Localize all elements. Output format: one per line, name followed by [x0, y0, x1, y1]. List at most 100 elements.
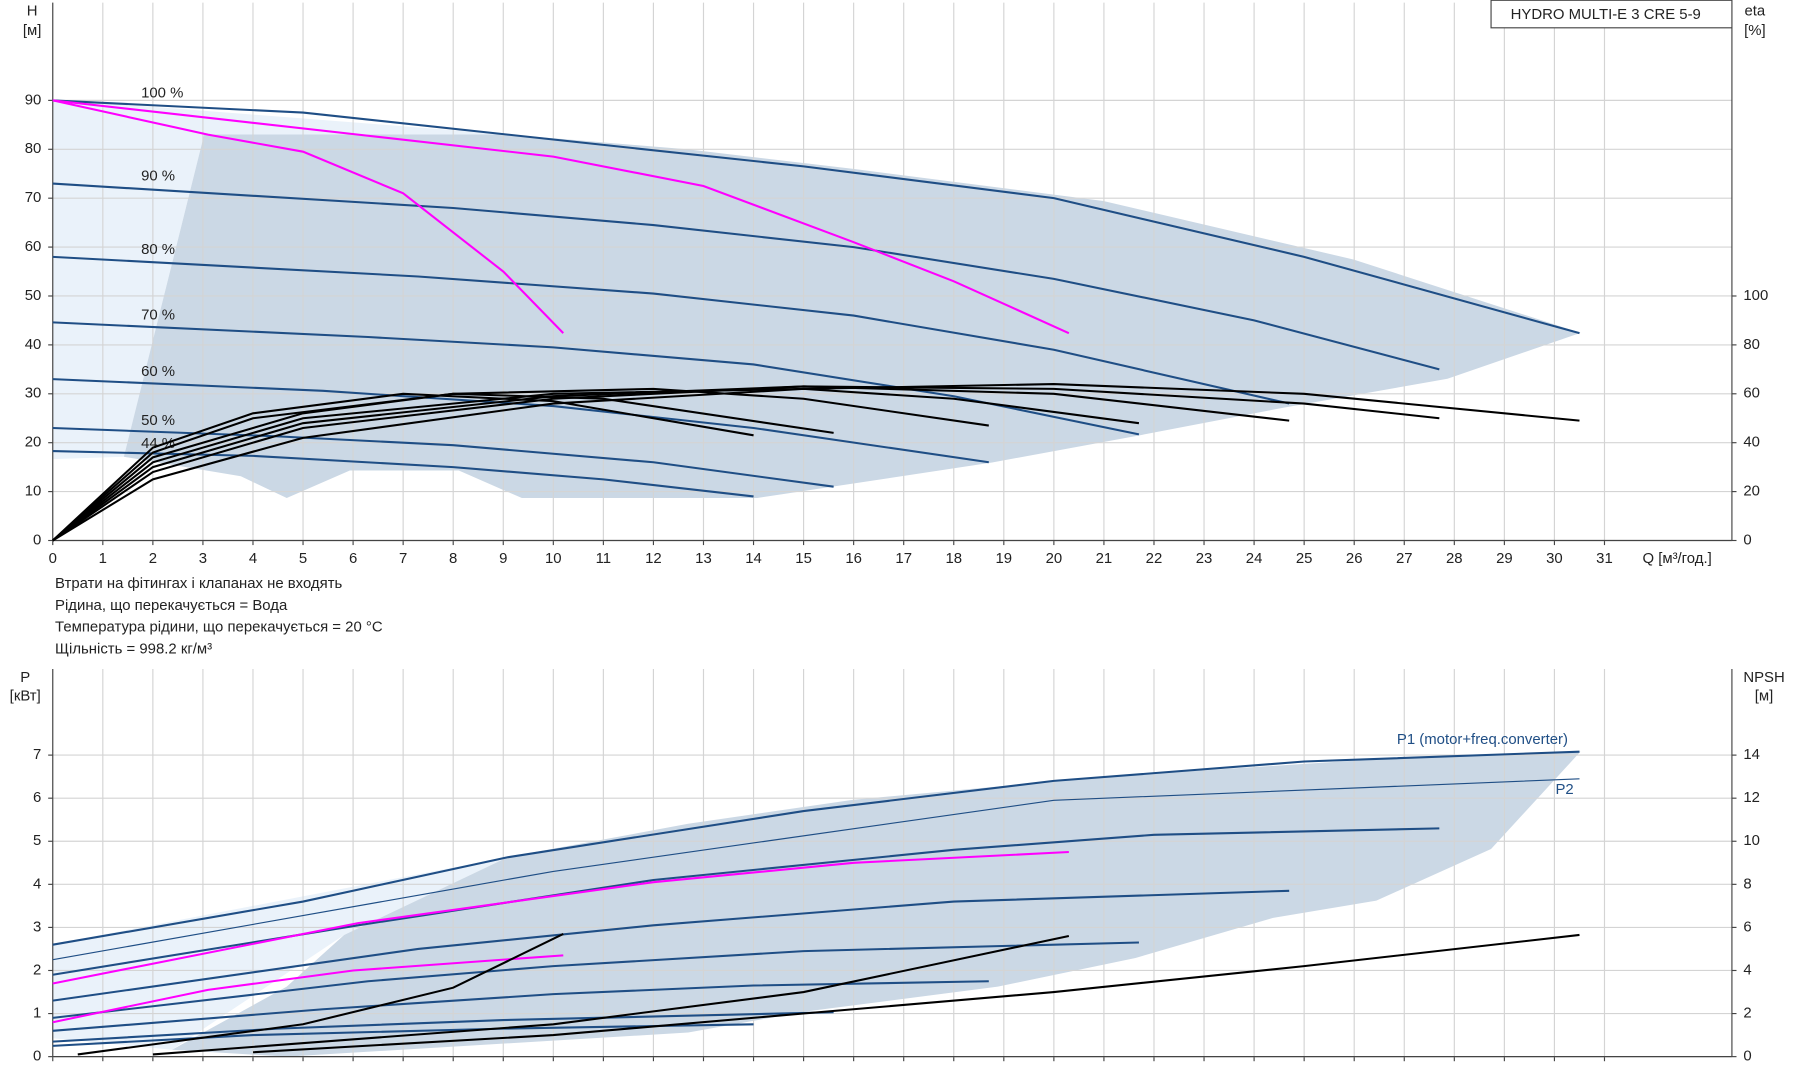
curve-label: 70 %	[141, 307, 175, 323]
y-tick-label: 80	[25, 141, 42, 157]
curve	[52, 99, 565, 334]
plot: 0 1 2 3 4 5 6 7 8 9 10 11 12 13 14 15 16 17 18 19 20 21 22 23 24…	[25, 2, 1768, 1065]
curve	[52, 954, 564, 1024]
x-tick-label: 0	[49, 551, 57, 567]
x-tick-label: 10	[545, 551, 562, 567]
y2-tick-label: 8	[1743, 876, 1751, 892]
curve-label: P1 (motor+freq.converter)	[1397, 732, 1568, 748]
y-tick-label: 90	[25, 92, 42, 108]
x-tick-label: 8	[449, 551, 457, 567]
curve	[52, 889, 1290, 1002]
x-tick-label: 19	[996, 551, 1013, 567]
curve	[52, 182, 1440, 371]
x-tick-label: 18	[945, 551, 962, 567]
curve	[152, 934, 1070, 1056]
x-tick-label: 3	[199, 551, 207, 567]
curve	[52, 941, 1139, 1019]
y2-tick-label: 12	[1743, 790, 1760, 806]
y2-tick-label: 20	[1743, 484, 1760, 500]
y-tick-label: 4	[33, 876, 41, 892]
x-tick-label: 21	[1096, 551, 1113, 567]
y-label: H	[27, 4, 38, 20]
y2-unit: [м]	[1755, 688, 1774, 704]
x-tick-label: 11	[596, 551, 611, 567]
curve-label: 90 %	[141, 169, 175, 185]
x-tick-label: 7	[399, 551, 407, 567]
curve	[52, 426, 834, 488]
area	[52, 98, 509, 460]
y2-tick-label: 60	[1743, 386, 1760, 402]
note: Температура рідини, що перекачується = 2…	[55, 620, 383, 636]
note: Щільність = 998.2 кг/м³	[55, 641, 212, 657]
curve	[52, 392, 754, 542]
y2-tick-label: 2	[1743, 1005, 1751, 1021]
x-tick-label: 27	[1396, 551, 1413, 567]
curve	[52, 750, 1580, 946]
y-tick-label: 0	[33, 1049, 41, 1065]
x-tick-label: 16	[845, 551, 862, 567]
y2-tick-label: 0	[1743, 1049, 1751, 1065]
curve	[52, 387, 1140, 542]
curve	[52, 385, 1440, 542]
curve	[52, 850, 1069, 985]
curve	[52, 1011, 834, 1043]
y-tick-label: 2	[33, 962, 41, 978]
x-tick-label: 5	[299, 551, 307, 567]
y-tick-label: 6	[33, 790, 41, 806]
area	[172, 751, 1581, 1057]
x-tick-label: 24	[1246, 551, 1263, 567]
x-tick-label: 23	[1196, 551, 1213, 567]
y2-label: NPSH	[1743, 670, 1784, 686]
title-box	[1490, 0, 1733, 29]
x-tick-label: 4	[249, 551, 257, 567]
y2-tick-label: 100	[1743, 288, 1768, 304]
y-tick-label: 7	[33, 747, 41, 763]
x-tick-label: 29	[1496, 551, 1513, 567]
curve-label: 80 %	[141, 242, 175, 258]
x-label: Q [м³/год.]	[1642, 551, 1711, 567]
y2-label: eta	[1744, 4, 1765, 20]
x-tick-label: 1	[99, 551, 107, 567]
curve-label: P2	[1555, 782, 1573, 798]
curve	[52, 450, 754, 498]
curve	[52, 99, 1580, 335]
curve	[252, 933, 1580, 1054]
curve	[52, 378, 989, 464]
note: Втрати на фітингах і клапанах не входять	[55, 576, 342, 592]
y-tick-label: 70	[25, 190, 42, 206]
x-tick-label: 25	[1296, 551, 1313, 567]
curve-label: 50 %	[141, 413, 175, 429]
y-unit: [м]	[23, 23, 42, 39]
y2-unit: [%]	[1744, 23, 1766, 39]
y-tick-label: 10	[25, 484, 42, 500]
y-tick-label: 1	[33, 1005, 41, 1021]
x-tick-label: 30	[1546, 551, 1563, 567]
y-tick-label: 40	[25, 337, 42, 353]
y-label: P	[20, 670, 30, 686]
x-tick-label: 17	[895, 551, 912, 567]
curve	[52, 392, 834, 542]
curve-label: 60 %	[141, 364, 175, 380]
y2-tick-label: 14	[1743, 747, 1760, 763]
y-tick-label: 50	[25, 288, 42, 304]
x-tick-label: 26	[1346, 551, 1363, 567]
y-unit: [кВт]	[10, 688, 41, 704]
x-tick-label: 20	[1046, 551, 1063, 567]
y2-tick-label: 6	[1743, 919, 1751, 935]
y2-tick-label: 80	[1743, 337, 1760, 353]
chart-title: HYDRO MULTI-E 3 CRE 5-9	[1511, 7, 1701, 23]
x-tick-label: 22	[1146, 551, 1163, 567]
y2-tick-label: 40	[1743, 435, 1760, 451]
y-tick-label: 60	[25, 239, 42, 255]
x-tick-label: 9	[499, 551, 507, 567]
x-tick-label: 13	[695, 551, 712, 567]
y2-tick-label: 0	[1743, 532, 1751, 548]
x-tick-label: 15	[795, 551, 812, 567]
x-tick-label: 2	[149, 551, 157, 567]
y2-tick-label: 10	[1743, 833, 1760, 849]
curve	[52, 99, 1070, 335]
x-tick-label: 6	[349, 551, 357, 567]
x-tick-label: 31	[1596, 551, 1613, 567]
